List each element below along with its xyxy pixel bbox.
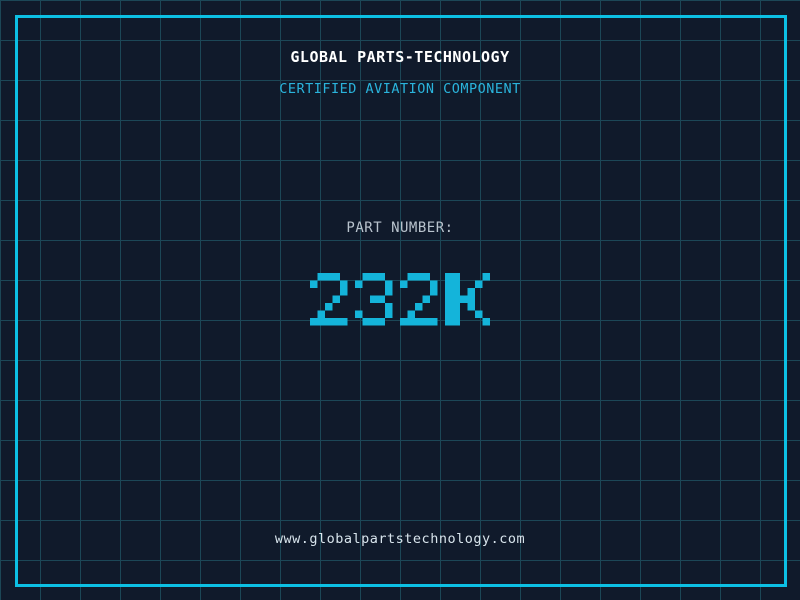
tagline: CERTIFIED AVIATION COMPONENT bbox=[279, 81, 521, 97]
frame-border bbox=[15, 15, 787, 587]
part-number-label: PART NUMBER: bbox=[346, 220, 454, 236]
company-name: GLOBAL PARTS-TECHNOLOGY bbox=[290, 48, 510, 66]
part-number-value bbox=[310, 273, 490, 326]
website-url: www.globalpartstechnology.com bbox=[274, 531, 526, 547]
